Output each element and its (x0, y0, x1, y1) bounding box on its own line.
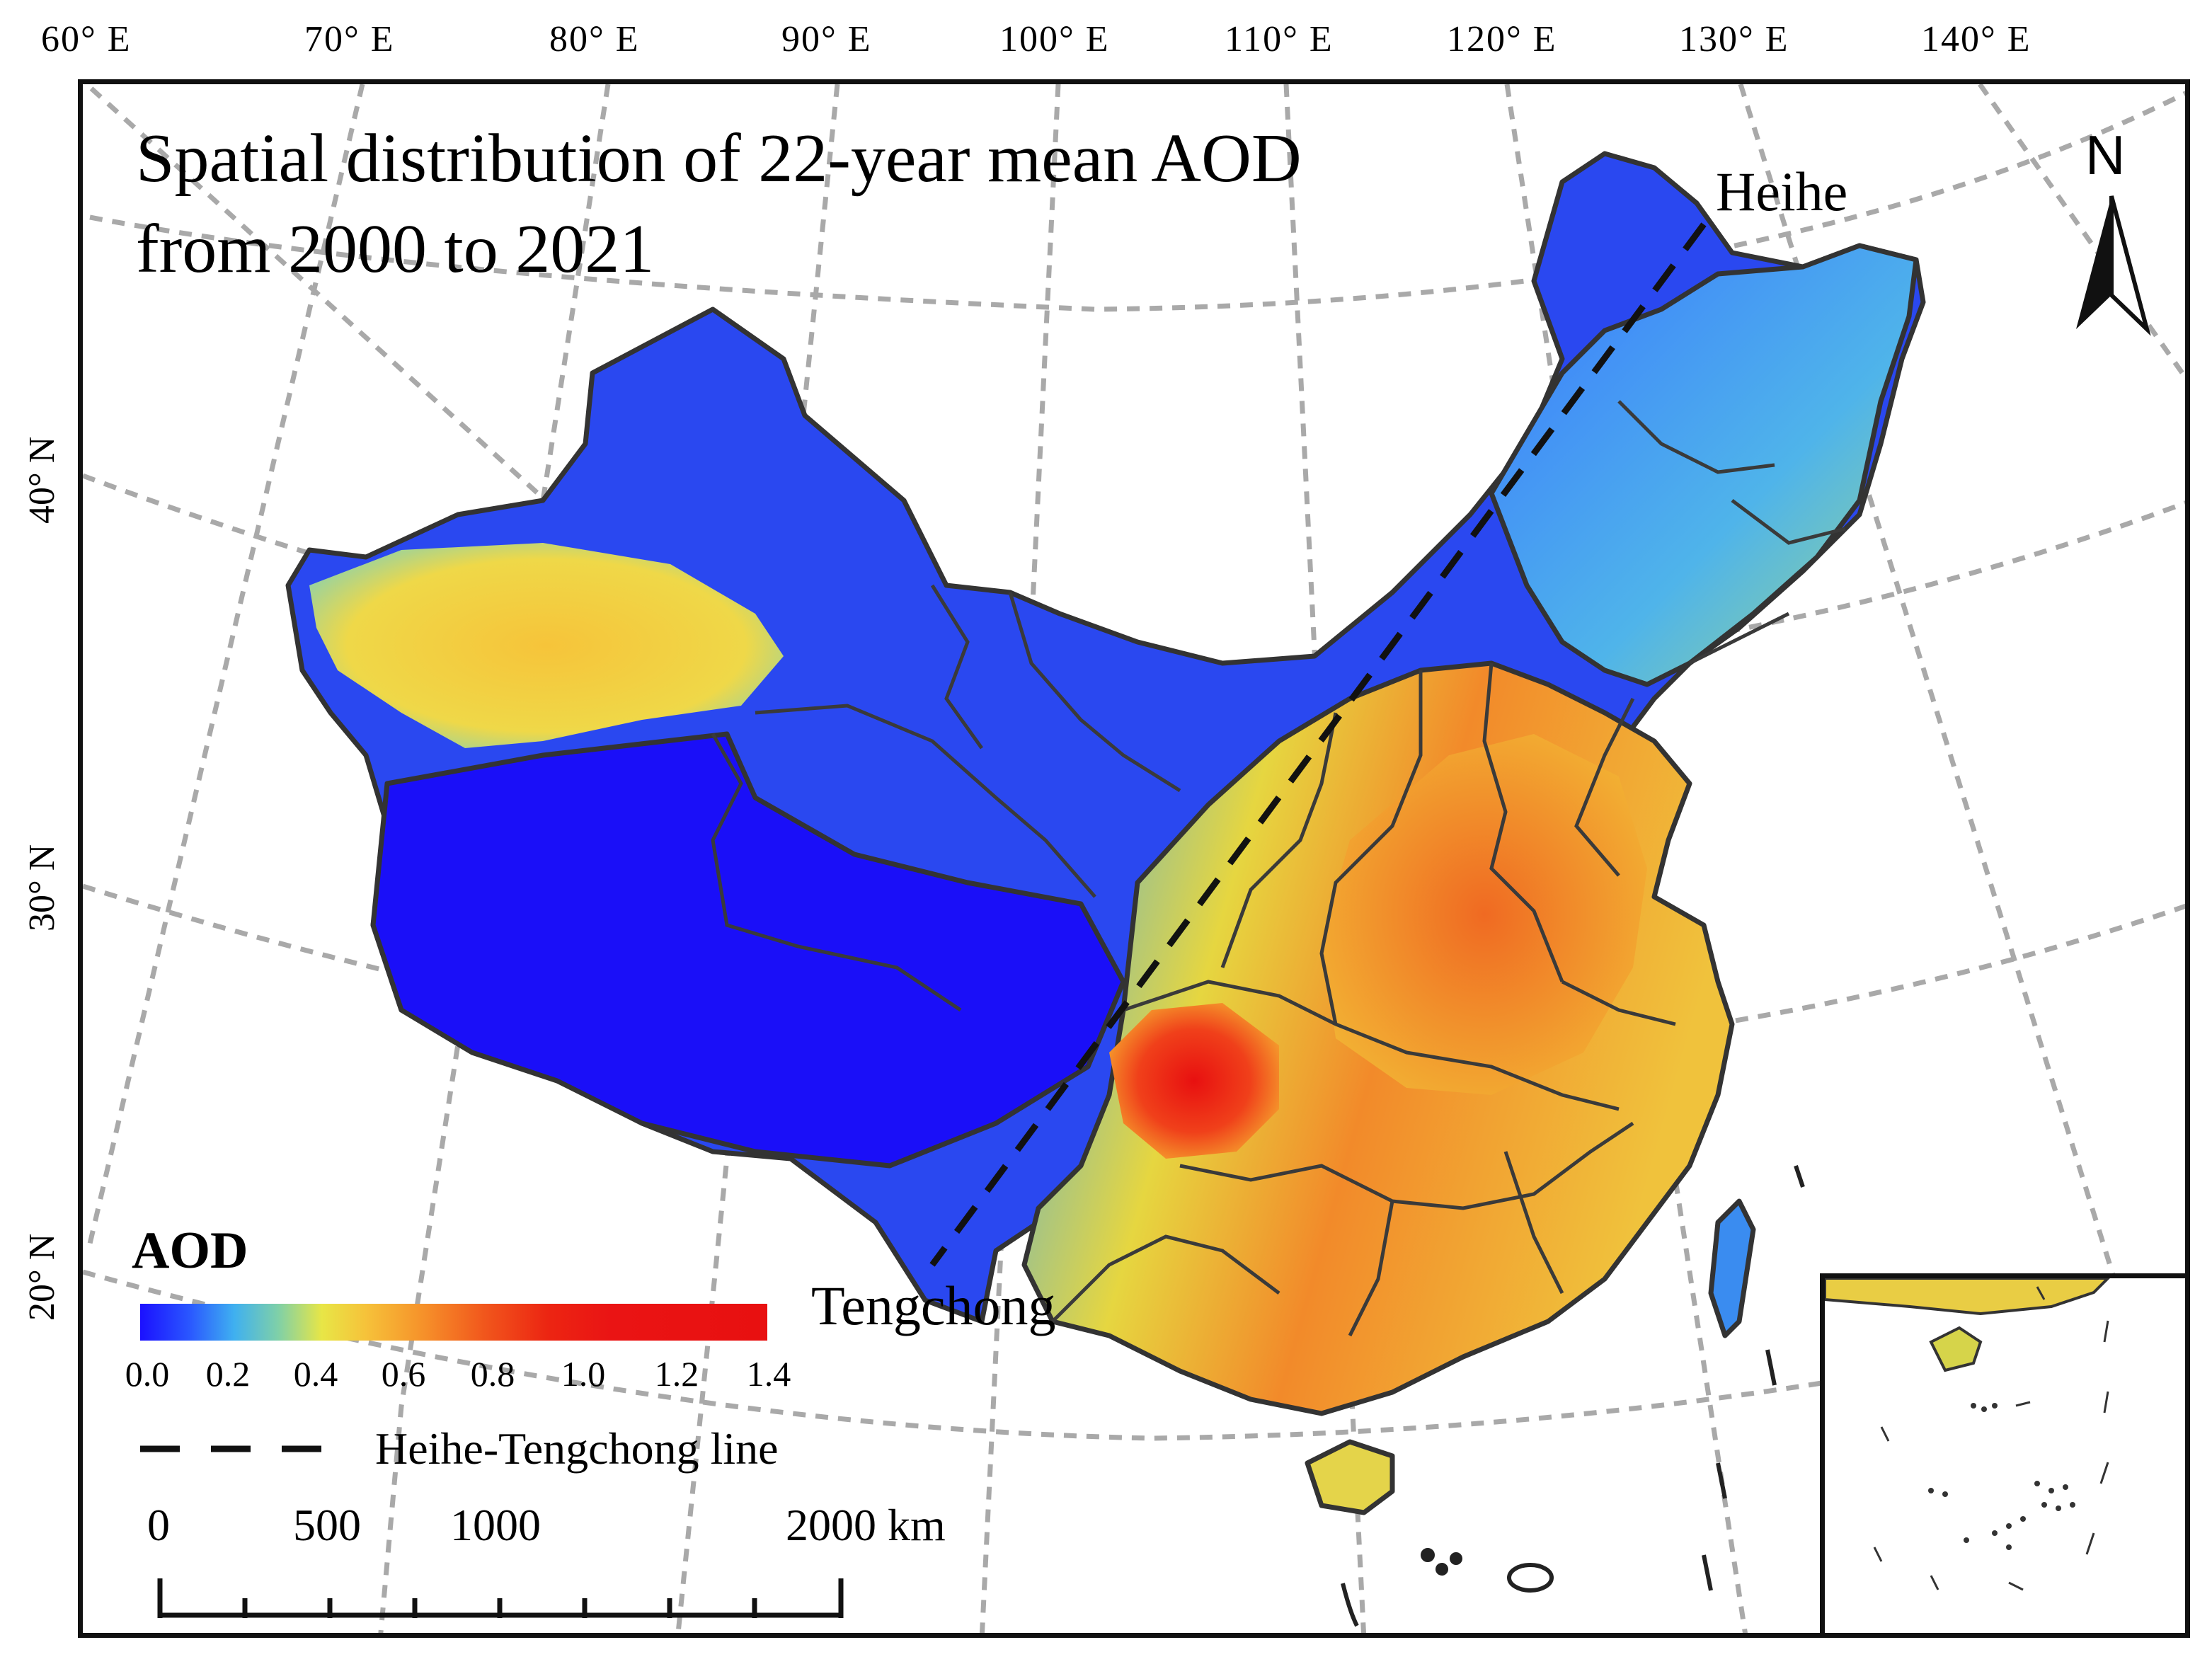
line-legend-label: Heihe-Tengchong line (375, 1423, 779, 1474)
scale-label-2000: 2000 km (786, 1500, 946, 1550)
inset-hainan (1929, 1326, 1983, 1372)
place-label-tengchong: Tengchong (811, 1275, 1056, 1336)
lon-label-110: 110° E (1225, 19, 1334, 59)
legend-title: AOD (132, 1222, 248, 1280)
colorbar (140, 1304, 767, 1341)
province-boundaries (711, 400, 1846, 1337)
inset-map (1820, 1273, 2185, 1633)
region-tarim (309, 543, 784, 748)
place-label-heihe: Heihe (1716, 161, 1848, 222)
aod-map (83, 84, 2185, 1633)
colorbar-tick-4: 0.8 (470, 1354, 515, 1394)
graticule-lon-70 (87, 84, 365, 1244)
region-tibet (370, 731, 1126, 1169)
inset-dashes (1873, 1286, 2109, 1591)
scale-bar (157, 1578, 844, 1618)
graticule-lat-30 (83, 883, 2185, 1077)
region-central (1322, 734, 1647, 1095)
lon-label-130: 130° E (1679, 19, 1789, 59)
lon-label-60: 60° E (41, 19, 132, 59)
region-hainan (1305, 1439, 1395, 1515)
colorbar-tick-2: 0.4 (293, 1354, 338, 1394)
north-arrow-label: N (2085, 124, 2126, 186)
lon-label-100: 100° E (999, 19, 1110, 59)
north-arrow-icon (2076, 195, 2151, 336)
lon-label-120: 120° E (1447, 19, 1557, 59)
graticule-lat-40 (83, 473, 2185, 698)
inset-islands (1928, 1403, 2075, 1550)
colorbar-tick-6: 1.2 (654, 1354, 699, 1394)
map-title-line1: Spatial distribution of 22-year mean AOD (136, 120, 1302, 197)
colorbar-tick-1: 0.2 (205, 1354, 251, 1394)
line-legend-swatch (140, 1445, 345, 1452)
region-taiwan (1708, 1198, 1756, 1338)
scale-label-500: 500 (293, 1500, 361, 1550)
inset-svg (1825, 1278, 2110, 1591)
colorbar-tick-3: 0.6 (381, 1354, 426, 1394)
map-frame (78, 79, 2190, 1638)
lon-label-140: 140° E (1921, 19, 2032, 59)
inset-coast (1825, 1278, 2110, 1316)
colorbar-tick-5: 1.0 (561, 1354, 606, 1394)
lon-label-90: 90° E (781, 19, 872, 59)
map-title-line2: from 2000 to 2021 (136, 211, 655, 287)
lat-label-40: 40° N (22, 436, 62, 524)
lon-label-80: 80° E (549, 19, 640, 59)
lat-label-30: 30° N (22, 844, 62, 931)
scale-label-1000: 1000 (450, 1500, 541, 1550)
scale-label-0: 0 (147, 1500, 170, 1550)
lon-label-70: 70° E (304, 19, 395, 59)
lat-label-20: 20° N (22, 1233, 62, 1321)
map-title: Spatial distribution of 22-year mean AOD… (136, 113, 1302, 294)
region-sichuan (1109, 1003, 1279, 1159)
colorbar-tick-0: 0.0 (125, 1354, 170, 1394)
graticule-lon-140 (1978, 84, 2185, 382)
colorbar-tick-7: 1.4 (746, 1354, 791, 1394)
heihe-tengchong-line (929, 222, 1707, 1267)
graticule-lat-50 (89, 91, 2185, 312)
graticule-lon-80 (378, 84, 611, 1633)
south-sea-islands (1341, 1165, 1805, 1627)
